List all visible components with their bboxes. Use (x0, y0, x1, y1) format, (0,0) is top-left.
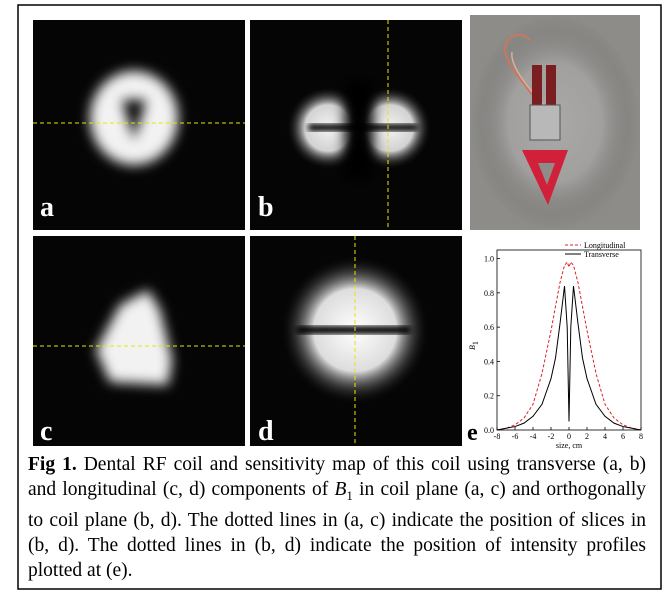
x-tick-label: 4 (603, 432, 607, 441)
panel-label: d (258, 416, 274, 447)
y-axis-label: B1 (468, 341, 480, 350)
x-tick-label: -8 (494, 432, 501, 441)
panel-label: c (40, 416, 52, 447)
y-axis-label-sub: 1 (471, 341, 480, 345)
legend-label: Longitudinal (584, 241, 626, 250)
x-tick-label: 6 (621, 432, 625, 441)
y-tick-label: 0.4 (484, 357, 494, 366)
figure: a b c d 0.0 0.2 0.4 0.6 0.8 1.0 -8 -6 -4 -2 0 2 4 6 8 s… (0, 0, 670, 594)
series-line (497, 286, 641, 430)
coil-photo (470, 15, 640, 230)
panel-label: b (258, 192, 274, 223)
x-tick-label: -2 (548, 432, 555, 441)
caption: Fig 1. Dental RF coil and sensitivity ma… (28, 452, 646, 583)
y-tick-label: 1.0 (484, 255, 494, 264)
x-tick-label: -6 (512, 432, 519, 441)
y-tick-label: 0.0 (484, 426, 494, 435)
x-tick-label: 8 (639, 432, 643, 441)
y-tick-label: 0.2 (484, 392, 494, 401)
panel-b-image (250, 20, 462, 230)
panel-a-image (33, 20, 245, 230)
panel-c-image (33, 236, 245, 446)
panel-label: a (40, 192, 54, 223)
x-tick-label: 2 (585, 432, 589, 441)
y-tick-label: 0.6 (484, 323, 494, 332)
panel-label: e (467, 420, 478, 446)
x-tick-label: -4 (530, 432, 537, 441)
caption-symbol: B (334, 479, 346, 500)
y-tick-label: 0.8 (484, 289, 494, 298)
legend-label: Transverse (584, 250, 619, 259)
panel-d-image (250, 236, 462, 446)
x-axis-label: size, cm (556, 441, 583, 450)
x-tick-label: 0 (567, 432, 571, 441)
caption-label: Fig 1. (28, 454, 77, 475)
profile-chart: 0.0 0.2 0.4 0.6 0.8 1.0 -8 -6 -4 -2 0 2 4 6 8 size, cm B… (467, 241, 643, 450)
